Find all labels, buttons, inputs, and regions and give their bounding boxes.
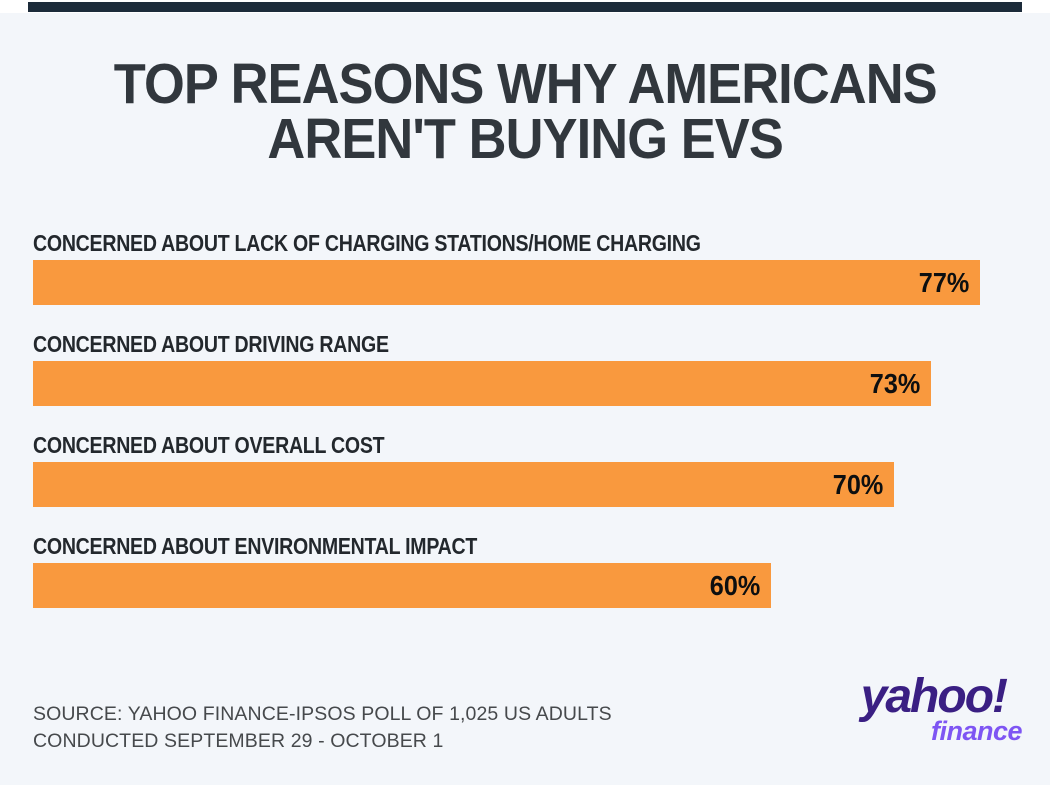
- bar-value-label: 73%: [869, 368, 921, 399]
- bar-category-label-text: CONCERNED ABOUT DRIVING RANGE: [33, 331, 389, 357]
- bar-value-label: 70%: [832, 469, 884, 500]
- bar-category-label: CONCERNED ABOUT ENVIRONMENTAL IMPACT: [33, 534, 1022, 558]
- bar-category-label: CONCERNED ABOUT OVERALL COST: [33, 433, 1022, 457]
- source-note: SOURCE: YAHOO FINANCE-IPSOS POLL OF 1,02…: [33, 701, 612, 755]
- bar-category-label-text: CONCERNED ABOUT OVERALL COST: [33, 432, 385, 458]
- chart-title: TOP REASONS WHY AMERICANS AREN'T BUYING …: [0, 52, 1050, 171]
- infographic-canvas: TOP REASONS WHY AMERICANS AREN'T BUYING …: [0, 13, 1050, 785]
- bar-value-label: 77%: [918, 267, 970, 298]
- bar-environmental-impact: 60%: [33, 563, 771, 608]
- bar-overall-cost: 70%: [33, 462, 894, 507]
- bar-category-label: CONCERNED ABOUT LACK OF CHARGING STATION…: [33, 231, 1022, 255]
- bar-chart: CONCERNED ABOUT LACK OF CHARGING STATION…: [33, 231, 1022, 635]
- finance-wordmark: finance: [930, 716, 1023, 746]
- bar-category-label: CONCERNED ABOUT DRIVING RANGE: [33, 332, 1022, 356]
- yahoo-finance-logo: yahoo! finance: [860, 670, 1023, 746]
- bar-row-environmental-impact: CONCERNED ABOUT ENVIRONMENTAL IMPACT 60%: [33, 534, 1022, 608]
- bar-value-label: 60%: [709, 570, 761, 601]
- chart-title-line-2: AREN'T BUYING EVS: [267, 107, 783, 171]
- bar-driving-range: 73%: [33, 361, 931, 406]
- bar-row-overall-cost: CONCERNED ABOUT OVERALL COST 70%: [33, 433, 1022, 507]
- source-line-1: SOURCE: YAHOO FINANCE-IPSOS POLL OF 1,02…: [33, 703, 612, 725]
- top-accent-rule: [28, 2, 1022, 12]
- bar-row-driving-range: CONCERNED ABOUT DRIVING RANGE 73%: [33, 332, 1022, 406]
- bar-charging: 77%: [33, 260, 980, 305]
- chart-title-line-1: TOP REASONS WHY AMERICANS: [113, 52, 938, 116]
- yahoo-wordmark: yahoo!: [860, 670, 1008, 723]
- source-line-2: CONDUCTED SEPTEMBER 29 - OCTOBER 1: [33, 730, 444, 752]
- bar-category-label-text: CONCERNED ABOUT ENVIRONMENTAL IMPACT: [33, 533, 478, 559]
- bar-row-charging: CONCERNED ABOUT LACK OF CHARGING STATION…: [33, 231, 1022, 305]
- bar-category-label-text: CONCERNED ABOUT LACK OF CHARGING STATION…: [33, 230, 701, 256]
